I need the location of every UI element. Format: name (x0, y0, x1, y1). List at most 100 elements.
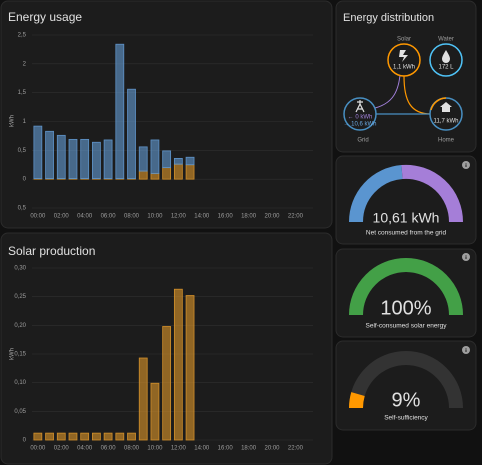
gauge-track (349, 351, 463, 409)
bar (150, 139, 160, 174)
gauge-label: Self-sufficiency (384, 415, 428, 422)
gauge-label: Self-consumed solar energy (366, 323, 448, 330)
node-value: ← 0 kWh (348, 115, 373, 121)
bar (173, 163, 183, 180)
node-label: Home (438, 138, 455, 144)
x-tick-label: 14:00 (194, 446, 210, 452)
x-tick-label: 22:00 (288, 214, 304, 220)
x-tick-label: 12:00 (171, 446, 187, 452)
x-tick-label: 08:00 (124, 214, 140, 220)
node-label: Water (438, 37, 454, 43)
x-tick-label: 08:00 (124, 446, 140, 452)
x-tick-label: 06:00 (101, 214, 117, 220)
gauge-label: Net consumed from the grid (366, 230, 447, 237)
home-icon (440, 102, 452, 112)
node-label: Solar (397, 37, 411, 43)
x-tick-label: 10:00 (147, 214, 163, 220)
bar (80, 138, 90, 179)
gauge-value: 100% (380, 297, 431, 319)
x-tick-label: 04:00 (77, 214, 93, 220)
x-tick-label: 20:00 (265, 214, 281, 220)
y-tick-label: 0,25 (14, 294, 26, 300)
y-tick-label: 0,05 (14, 409, 26, 415)
y-tick-label: 1 (23, 119, 27, 125)
chart-title: Energy usage (8, 10, 82, 24)
x-tick-label: 02:00 (54, 214, 70, 220)
bar (162, 167, 172, 180)
node-value: 11,7 kWh (434, 119, 459, 125)
y-axis-label: kWh (10, 115, 16, 127)
y-tick-label: 0 (23, 438, 27, 444)
y-tick-label: 0,15 (14, 352, 26, 358)
bar (173, 158, 183, 165)
x-tick-label: 18:00 (241, 446, 257, 452)
bar (162, 326, 172, 441)
gauge-arc (349, 392, 365, 409)
node-label: Grid (357, 138, 368, 144)
gauge-arc (349, 258, 463, 316)
x-tick-label: 18:00 (241, 214, 257, 220)
grid-node (343, 97, 377, 131)
node-value: 1,1 kWh (393, 65, 415, 71)
bar (115, 43, 125, 179)
y-tick-label: 0 (23, 177, 27, 183)
bar (150, 172, 160, 180)
x-tick-label: 20:00 (265, 446, 281, 452)
bar (150, 382, 160, 441)
y-tick-label: 0,30 (14, 266, 26, 272)
bar (103, 139, 113, 179)
water-icon (442, 50, 450, 63)
x-tick-label: 22:00 (288, 446, 304, 452)
home-node-solar-share (430, 97, 447, 111)
bar (127, 432, 136, 441)
bar (45, 432, 54, 441)
x-tick-label: 12:00 (171, 214, 187, 220)
y-tick-label: 2 (23, 61, 27, 67)
bar (127, 88, 136, 179)
bar (33, 125, 43, 179)
bar (185, 156, 195, 166)
bar (56, 134, 66, 179)
bar (103, 432, 113, 441)
chart-title: Solar production (8, 244, 95, 258)
bar (138, 146, 148, 172)
node-value: 172 L (438, 65, 454, 71)
bar (33, 432, 43, 441)
gauge-value: 9% (392, 389, 421, 411)
bar (68, 432, 78, 441)
y-axis-label: kWh (10, 348, 16, 360)
x-tick-label: 00:00 (30, 214, 46, 220)
bar (138, 357, 148, 441)
gauge-arc (401, 164, 464, 223)
x-tick-label: 10:00 (147, 446, 163, 452)
x-tick-label: 14:00 (194, 214, 210, 220)
bar (92, 432, 101, 441)
info-icons (462, 161, 470, 354)
x-tick-label: 06:00 (101, 446, 117, 452)
bar (45, 130, 54, 179)
node-value: → 10,6 kWh (343, 122, 376, 128)
y-tick-label: 0,5 (18, 148, 27, 154)
grid-icon (355, 100, 365, 113)
bar (92, 141, 101, 179)
bar (115, 432, 125, 441)
solar-icon (399, 50, 408, 62)
bar (185, 295, 195, 441)
gauge-arc (348, 165, 403, 223)
x-tick-label: 04:00 (77, 446, 93, 452)
bar (56, 432, 66, 441)
bar (162, 150, 172, 169)
y-tick-label: 0,5 (18, 206, 27, 212)
x-tick-label: 16:00 (218, 214, 234, 220)
flow-line (374, 74, 401, 109)
bar (138, 170, 148, 180)
distribution-title: Energy distribution (343, 12, 434, 24)
gauge-value: 10,61 kWh (373, 210, 440, 226)
bar (68, 138, 78, 179)
x-tick-label: 00:00 (30, 446, 46, 452)
bar (185, 164, 195, 180)
bar (80, 432, 90, 441)
y-tick-label: 0,10 (14, 380, 26, 386)
